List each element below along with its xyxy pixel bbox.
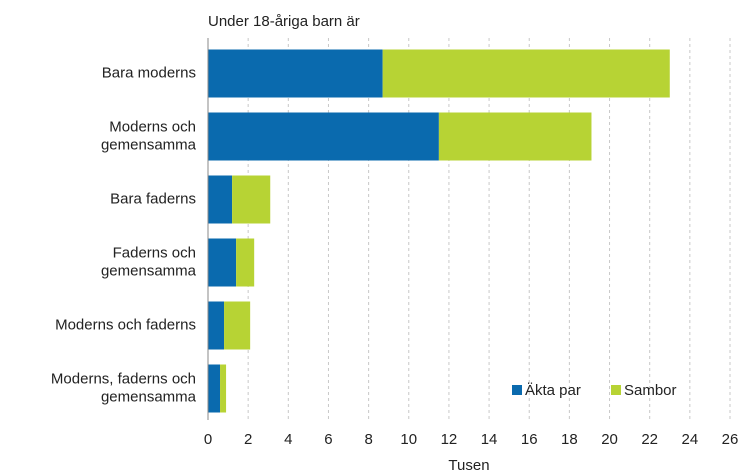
legend-swatch	[611, 385, 621, 395]
y-tick-label: Moderns och gemensamma	[101, 118, 197, 153]
x-tick-label: 22	[641, 431, 658, 448]
y-tick-label: Moderns och faderns	[55, 316, 196, 333]
x-tick-label: 4	[284, 431, 292, 448]
legend-swatch	[512, 385, 522, 395]
bar-segment	[208, 112, 439, 161]
legend-label: Sambor	[624, 382, 677, 399]
bar-segment	[220, 364, 227, 413]
x-tick-label: 6	[324, 431, 332, 448]
x-tick-label: 20	[601, 431, 618, 448]
bar-segment	[208, 175, 233, 224]
bar-segment	[208, 364, 221, 413]
bar-segment	[382, 49, 670, 98]
x-tick-label: 12	[441, 431, 458, 448]
legend-label: Äkta par	[525, 382, 581, 399]
x-tick-label: 8	[364, 431, 372, 448]
bar-segment	[224, 301, 251, 350]
x-tick-label: 14	[481, 431, 498, 448]
bar-segment	[208, 49, 383, 98]
x-tick-label: 2	[244, 431, 252, 448]
y-tick-label: Moderns, faderns och gemensamma	[51, 370, 197, 405]
x-tick-label: 26	[722, 431, 739, 448]
y-tick-label: Faderns och gemensamma	[101, 244, 197, 279]
bar-segment	[208, 301, 225, 350]
x-tick-label: 18	[561, 431, 578, 448]
x-tick-label: 0	[204, 431, 212, 448]
bar-segment	[236, 238, 255, 287]
chart-title: Under 18-åriga barn är	[208, 13, 360, 30]
bar-segment	[208, 238, 237, 287]
bar-segment	[438, 112, 592, 161]
x-tick-label: 24	[682, 431, 699, 448]
bar-segment	[232, 175, 271, 224]
y-tick-label: Bara moderns	[102, 64, 196, 81]
x-tick-label: 16	[521, 431, 538, 448]
y-tick-label: Bara faderns	[110, 190, 196, 207]
x-axis-label: Tusen	[448, 457, 489, 474]
x-tick-label: 10	[400, 431, 417, 448]
